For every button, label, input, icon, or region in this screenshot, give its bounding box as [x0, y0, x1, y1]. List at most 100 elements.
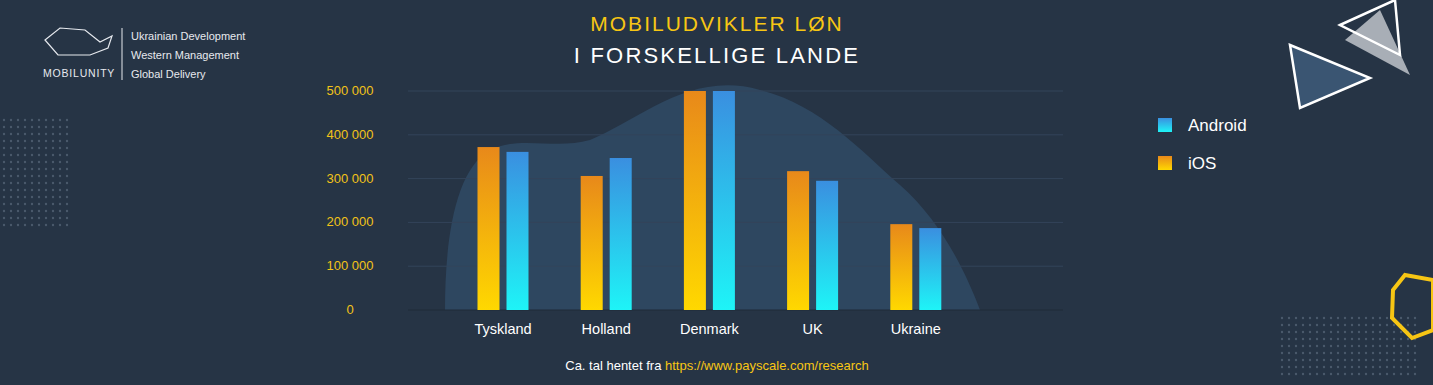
dot [1400, 338, 1402, 340]
dot [52, 119, 54, 121]
dot [1365, 317, 1367, 319]
dot [31, 210, 33, 212]
dot [1393, 373, 1395, 375]
dot [1309, 324, 1311, 326]
dot [1365, 345, 1367, 347]
dot [1393, 366, 1395, 368]
dot [1323, 359, 1325, 361]
dot [17, 182, 19, 184]
dot [10, 203, 12, 205]
dot [1281, 366, 1283, 368]
dot [1379, 338, 1381, 340]
dot [1295, 352, 1297, 354]
dot [1288, 359, 1290, 361]
dot [31, 161, 33, 163]
dot [1330, 338, 1332, 340]
dot [1414, 331, 1416, 333]
legend-label: Android [1188, 116, 1247, 135]
y-tick-label: 0 [346, 302, 353, 317]
x-tick-label: Denmark [680, 321, 740, 337]
dot [1281, 317, 1283, 319]
dot [1288, 373, 1290, 375]
dot [1407, 338, 1409, 340]
dot [1379, 373, 1381, 375]
y-tick-label: 300 000 [327, 171, 374, 186]
dot [1344, 373, 1346, 375]
x-tick-label: Holland [582, 321, 631, 337]
dot [1414, 352, 1416, 354]
dot [3, 168, 5, 170]
dot [1414, 359, 1416, 361]
dot [1323, 331, 1325, 333]
dot [17, 161, 19, 163]
dot [10, 119, 12, 121]
logo-text: MOBILUNITY [43, 67, 115, 79]
logo-divider [122, 28, 123, 80]
dot [1302, 366, 1304, 368]
dot [52, 147, 54, 149]
dot [1407, 317, 1409, 319]
dot [1302, 345, 1304, 347]
dot [1400, 359, 1402, 361]
dot [1288, 324, 1290, 326]
dot [1281, 373, 1283, 375]
dot [1316, 373, 1318, 375]
dot [1337, 366, 1339, 368]
dot [1400, 373, 1402, 375]
dot [1386, 366, 1388, 368]
dot [59, 224, 61, 226]
dot [3, 133, 5, 135]
bar [581, 176, 603, 310]
dot [1379, 324, 1381, 326]
dot [1344, 331, 1346, 333]
dot [31, 140, 33, 142]
dot [24, 168, 26, 170]
dot [52, 168, 54, 170]
dot [1302, 324, 1304, 326]
dot [1337, 359, 1339, 361]
dot [24, 196, 26, 198]
dot [52, 161, 54, 163]
dot [17, 168, 19, 170]
dot [1309, 352, 1311, 354]
dot [17, 126, 19, 128]
dot [66, 140, 68, 142]
dot [1295, 345, 1297, 347]
dot [1414, 366, 1416, 368]
dot [38, 119, 40, 121]
dot [66, 119, 68, 121]
dot [1344, 352, 1346, 354]
dot [10, 210, 12, 212]
dot [1393, 324, 1395, 326]
bar [816, 181, 838, 310]
grid-line [408, 266, 1063, 267]
dot [66, 161, 68, 163]
dot [1281, 338, 1283, 340]
dot [1302, 352, 1304, 354]
dot [1316, 324, 1318, 326]
dot [1344, 366, 1346, 368]
dot [1337, 338, 1339, 340]
dot [1365, 338, 1367, 340]
legend-label: iOS [1188, 154, 1216, 173]
dot [1351, 352, 1353, 354]
dot [38, 154, 40, 156]
source-note: Ca. tal hentet fra https://www.payscale.… [565, 358, 868, 373]
dot [38, 182, 40, 184]
dot [1351, 373, 1353, 375]
logo-text: Ukrainian Development [131, 30, 245, 42]
dot [66, 189, 68, 191]
triangle-decoration [1290, 45, 1370, 108]
dot [1365, 352, 1367, 354]
dot [1365, 366, 1367, 368]
dot [17, 210, 19, 212]
dot [59, 126, 61, 128]
dot [24, 203, 26, 205]
dot [1400, 366, 1402, 368]
dot [1393, 345, 1395, 347]
dot [24, 189, 26, 191]
dot [1386, 317, 1388, 319]
hexagon-decoration [1392, 275, 1433, 338]
dot [3, 161, 5, 163]
dot [1351, 324, 1353, 326]
